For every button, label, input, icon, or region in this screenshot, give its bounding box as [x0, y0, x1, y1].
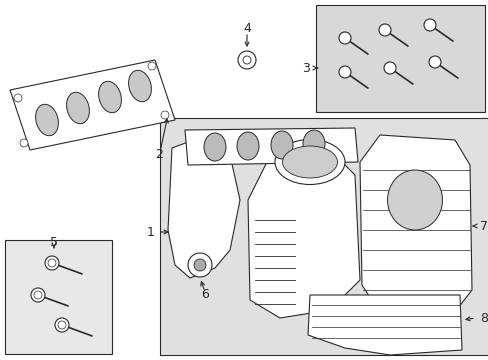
Circle shape: [243, 56, 250, 64]
Circle shape: [187, 253, 212, 277]
Circle shape: [383, 62, 395, 74]
Circle shape: [423, 19, 435, 31]
Polygon shape: [247, 150, 359, 318]
Circle shape: [338, 32, 350, 44]
Circle shape: [55, 318, 69, 332]
Polygon shape: [10, 60, 175, 150]
Ellipse shape: [36, 104, 58, 136]
Ellipse shape: [99, 81, 121, 113]
Ellipse shape: [303, 130, 325, 158]
Text: 1: 1: [147, 225, 155, 238]
Circle shape: [45, 256, 59, 270]
Ellipse shape: [128, 70, 151, 102]
Circle shape: [20, 139, 28, 147]
Text: 4: 4: [243, 22, 250, 35]
Polygon shape: [359, 135, 471, 310]
Ellipse shape: [203, 133, 225, 161]
Circle shape: [48, 259, 56, 267]
Circle shape: [194, 259, 205, 271]
Circle shape: [31, 288, 45, 302]
Bar: [160, 118, 488, 355]
Polygon shape: [168, 132, 240, 278]
Circle shape: [161, 111, 169, 119]
Circle shape: [148, 62, 156, 70]
Ellipse shape: [386, 170, 442, 230]
Ellipse shape: [282, 146, 337, 178]
Text: 6: 6: [201, 288, 208, 302]
Ellipse shape: [237, 132, 259, 160]
Circle shape: [378, 24, 390, 36]
Circle shape: [58, 321, 66, 329]
Bar: [5, 240, 112, 354]
Circle shape: [238, 51, 256, 69]
Text: 2: 2: [155, 148, 163, 162]
Text: 8: 8: [479, 311, 487, 324]
Ellipse shape: [270, 131, 292, 159]
Circle shape: [338, 66, 350, 78]
Text: 5: 5: [50, 235, 58, 248]
Text: 7: 7: [479, 220, 487, 233]
Circle shape: [34, 291, 42, 299]
Circle shape: [428, 56, 440, 68]
Ellipse shape: [274, 139, 345, 184]
Ellipse shape: [66, 92, 89, 124]
Text: 3: 3: [302, 62, 309, 75]
Circle shape: [14, 94, 22, 102]
Polygon shape: [307, 295, 461, 355]
Polygon shape: [184, 128, 357, 165]
Bar: [315, 5, 484, 112]
